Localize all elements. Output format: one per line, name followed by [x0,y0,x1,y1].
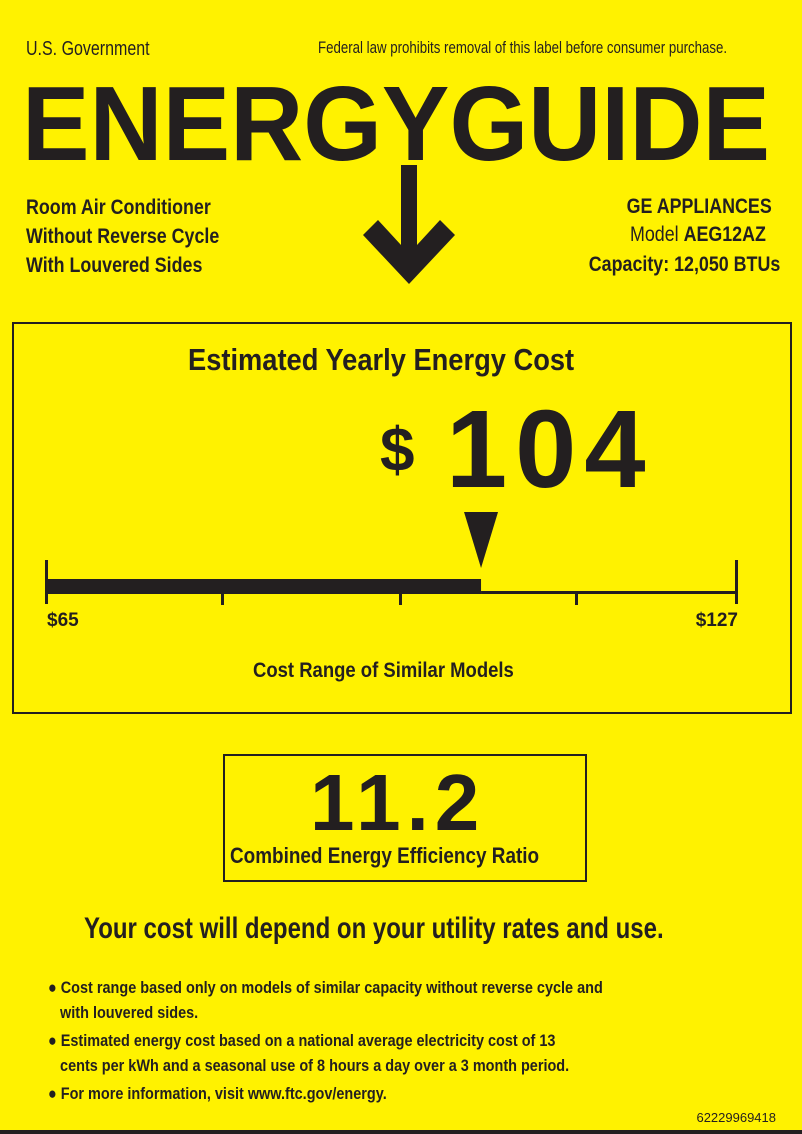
efficiency-box [223,754,587,882]
bullet-item: ● For more information, visit www.ftc.go… [48,1084,387,1103]
legal-notice: Federal law prohibits removal of this la… [318,38,728,57]
cost-range-scale [45,512,738,605]
cost-value: 104 [446,388,654,511]
efficiency-label: Combined Energy Efficiency Ratio [230,843,540,868]
scale-right-end [735,560,738,604]
model: Model AEG12AZ [606,223,766,247]
capacity: Capacity: 12,050 BTUs [588,253,780,276]
range-caption: Cost Range of Similar Models [253,659,514,682]
arrow-down-icon [363,165,455,284]
disclaimer-bullets: ● Cost range based only on models of sim… [48,975,701,1106]
scale-tick [399,593,402,605]
cost-panel [12,322,792,714]
scale-remaining-line [481,591,737,594]
scale-tick [221,593,224,605]
gov-label: U.S. Government [26,38,150,60]
energyguide-title: ENERGYGUIDE [22,70,770,183]
product-type: Room Air Conditioner Without Reverse Cyc… [26,196,220,277]
manufacturer: GE APPLIANCES [626,195,772,218]
cost-marker-triangle-icon [464,512,499,568]
ftc-link[interactable]: For more information, visit www.ftc.gov/… [60,1084,387,1103]
bullet-item: ● Estimated energy cost based on a natio… [48,1031,570,1075]
efficiency-value: 11.2 [310,758,486,847]
scale-tick [575,593,578,605]
cost-currency: $ [380,416,415,485]
label-id: 62229969418 [696,1110,776,1125]
model-label: Model [630,223,679,246]
range-min-label: $65 [47,610,79,631]
energyguide-logo: ENERGYGUIDE [22,70,770,284]
bottom-border [0,1130,802,1134]
bullet-item: ● Cost range based only on models of sim… [48,978,603,1022]
cost-heading: Estimated Yearly Energy Cost [188,342,575,377]
model-number: AEG12AZ [683,223,766,246]
range-max-label: $127 [695,610,738,631]
scale-left-end [45,560,48,604]
scale-filled-bar [47,579,482,594]
disclaimer-headline: Your cost will depend on your utility ra… [84,912,664,945]
